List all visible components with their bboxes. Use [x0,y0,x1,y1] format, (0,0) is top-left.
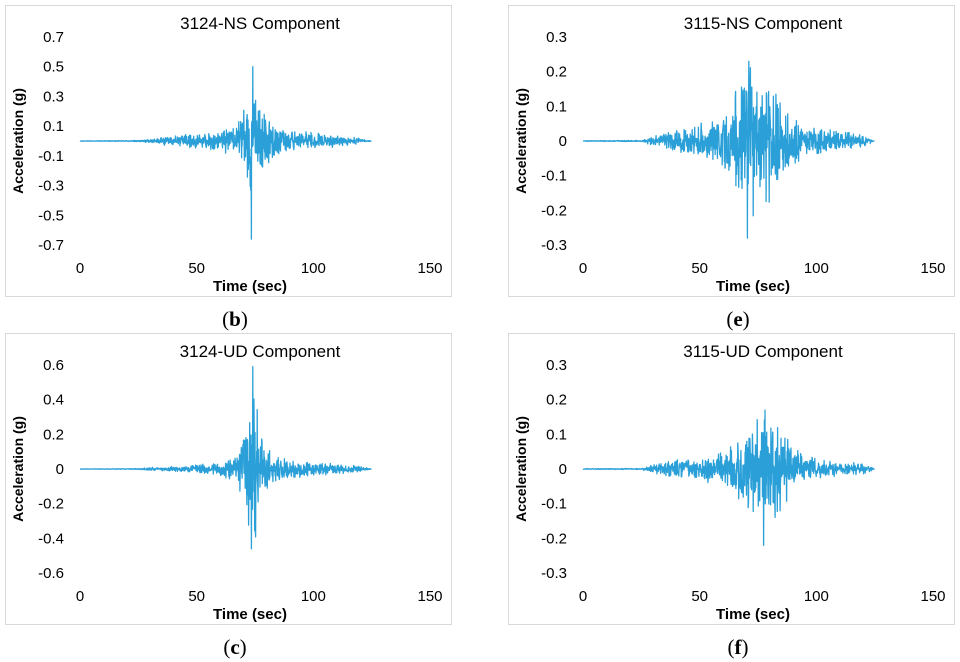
series-line [79,366,372,550]
series-line [582,409,875,546]
y-tick-label: -0.2 [38,496,64,513]
y-tick-label: -0.6 [38,565,64,582]
y-axis-label: Acceleration (g) [513,88,529,194]
y-tick-label: 0.2 [43,426,64,443]
chart-frame [5,333,452,625]
y-tick-label: 0.3 [43,88,64,105]
y-tick-label: 0.7 [43,29,64,46]
y-tick-label: 0.1 [546,426,567,443]
x-tick-label: 150 [417,588,442,605]
y-tick-label: -0.2 [541,530,567,547]
y-tick-label: 0.1 [43,118,64,135]
chart-svg: 3115-NS Component 0.3 0.2 0.1 0 -0.1 -0.2 -0.3 0… [513,14,946,295]
chart-svg: 3124-NS Component 0.7 0.5 0.3 0.1 -0.1 -0.3 -0.… [10,14,443,295]
y-tick-label: -0.3 [38,178,64,195]
caption-label: f [734,635,742,659]
x-axis-label: Time (sec) [716,606,790,623]
x-tick-label: 100 [804,260,829,277]
x-tick-label: 50 [188,588,205,605]
y-tick-label: -0.1 [541,496,567,513]
chart-title: 3115-NS Component [684,14,843,33]
chart-title: 3124-NS Component [180,14,340,33]
x-tick-label: 50 [188,260,205,277]
y-tick-label: 0.4 [43,392,64,409]
y-tick-label: 0 [56,461,64,478]
chart-panel-c: 3124-UD Component 0.6 0.4 0.2 0 -0.2 -0.4 -0.6 0… [5,333,455,659]
y-tick-label: 0.5 [43,59,64,76]
chart-frame [5,5,452,297]
y-tick-label: -0.1 [541,168,567,185]
caption: (e) [726,307,750,331]
y-axis-label: Acceleration (g) [513,416,529,522]
caption: (b) [222,307,248,331]
chart-title: 3124-UD Component [180,342,341,361]
y-tick-label: -0.7 [38,237,64,254]
x-tick-label: 50 [691,260,708,277]
chart-svg: 3124-UD Component 0.6 0.4 0.2 0 -0.2 -0.4 -0.6 0… [10,342,443,623]
x-tick-label: 100 [301,260,326,277]
x-axis-label: Time (sec) [213,606,287,623]
y-tick-label: -0.1 [38,148,64,165]
y-tick-label: -0.3 [541,237,567,254]
caption-label: c [230,635,240,659]
chart-title: 3115-UD Component [683,342,843,361]
y-tick-label: -0.5 [38,207,64,224]
x-tick-label: 150 [417,260,442,277]
x-tick-label: 0 [76,260,84,277]
y-tick-label: 0.2 [546,392,567,409]
y-tick-label: 0 [559,133,567,150]
y-tick-label: 0 [559,461,567,478]
caption-label: b [229,307,241,331]
caption: (c) [223,635,247,659]
y-axis-label: Acceleration (g) [10,416,26,522]
y-tick-label: 0.3 [546,357,567,374]
y-tick-label: -0.4 [38,530,64,547]
y-tick-label: 0.2 [546,64,567,81]
y-tick-label: 0.1 [546,98,567,115]
chart-panel-b: 3124-NS Component 0.7 0.5 0.3 0.1 -0.1 -0.3 -0.… [5,5,455,331]
x-tick-label: 50 [691,588,708,605]
x-tick-label: 150 [920,588,945,605]
y-tick-label: 0.6 [43,357,64,374]
series-line [582,60,875,239]
x-axis-label: Time (sec) [716,278,790,295]
y-tick-label: -0.3 [541,565,567,582]
caption-label: e [733,307,743,331]
chart-panel-e: 3115-NS Component 0.3 0.2 0.1 0 -0.1 -0.2 -0.3 0… [508,5,958,331]
series-line [79,66,372,240]
x-tick-label: 0 [579,588,587,605]
x-tick-label: 0 [76,588,84,605]
caption: (f) [727,635,749,659]
chart-panel-f: 3115-UD Component 0.3 0.2 0.1 0 -0.1 -0.2 -0.3 0… [508,333,958,659]
x-tick-label: 100 [301,588,326,605]
x-tick-label: 150 [920,260,945,277]
chart-svg: 3115-UD Component 0.3 0.2 0.1 0 -0.1 -0.2 -0.3 0… [513,342,946,623]
x-tick-label: 0 [579,260,587,277]
x-tick-label: 100 [804,588,829,605]
y-tick-label: 0.3 [546,29,567,46]
y-tick-label: -0.2 [541,202,567,219]
y-axis-label: Acceleration (g) [10,88,26,194]
x-axis-label: Time (sec) [213,278,287,295]
